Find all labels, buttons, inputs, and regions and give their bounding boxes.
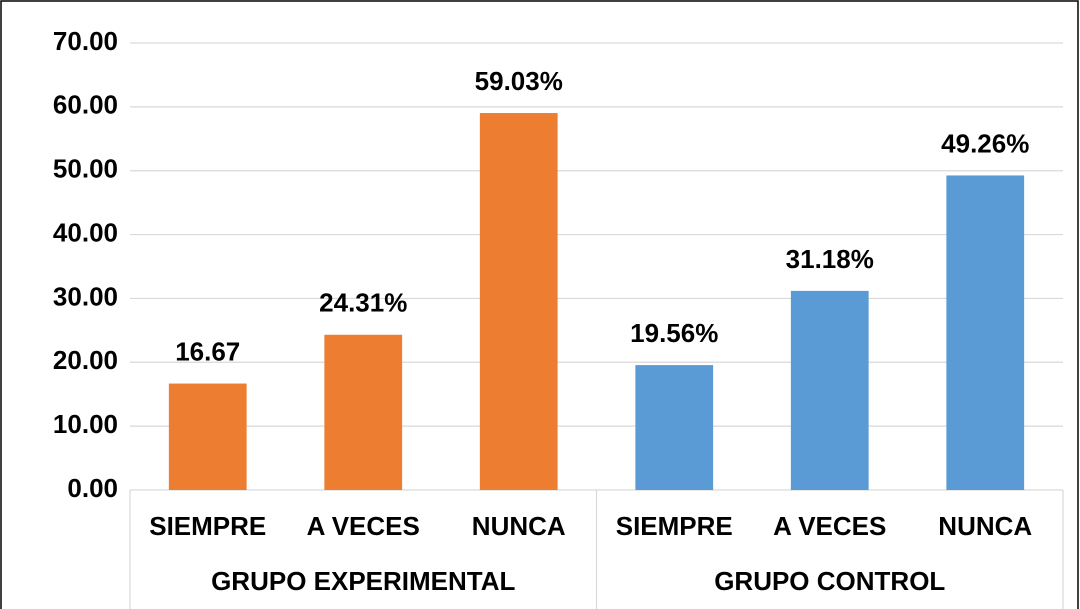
bar [635,365,714,490]
data-label: 19.56% [630,318,718,348]
data-label: 59.03% [475,66,563,96]
group-label: GRUPO EXPERIMENTAL [211,566,515,596]
x-tick-label: A VECES [307,511,420,541]
bar [324,334,403,490]
y-tick-label: 40.00 [53,217,118,247]
bar [479,113,558,491]
x-tick-label: NUNCA [938,511,1032,541]
group-label: GRUPO CONTROL [714,566,945,596]
bar [790,290,869,490]
x-tick-label: NUNCA [472,511,566,541]
y-tick-label: 60.00 [53,90,118,120]
bar [168,383,247,490]
data-label: 16.67 [175,336,240,366]
data-label: 49.26% [941,128,1029,158]
data-label: 24.31% [319,288,407,318]
x-tick-label: A VECES [773,511,886,541]
bar [946,175,1025,491]
y-tick-label: 10.00 [53,409,118,439]
x-tick-label: SIEMPRE [616,511,733,541]
y-tick-label: 30.00 [53,281,118,311]
x-tick-label: SIEMPRE [149,511,266,541]
y-tick-label: 0.00 [67,473,118,503]
data-label: 31.18% [786,244,874,274]
y-tick-label: 20.00 [53,345,118,375]
y-tick-label: 70.00 [53,26,118,56]
y-tick-label: 50.00 [53,154,118,184]
